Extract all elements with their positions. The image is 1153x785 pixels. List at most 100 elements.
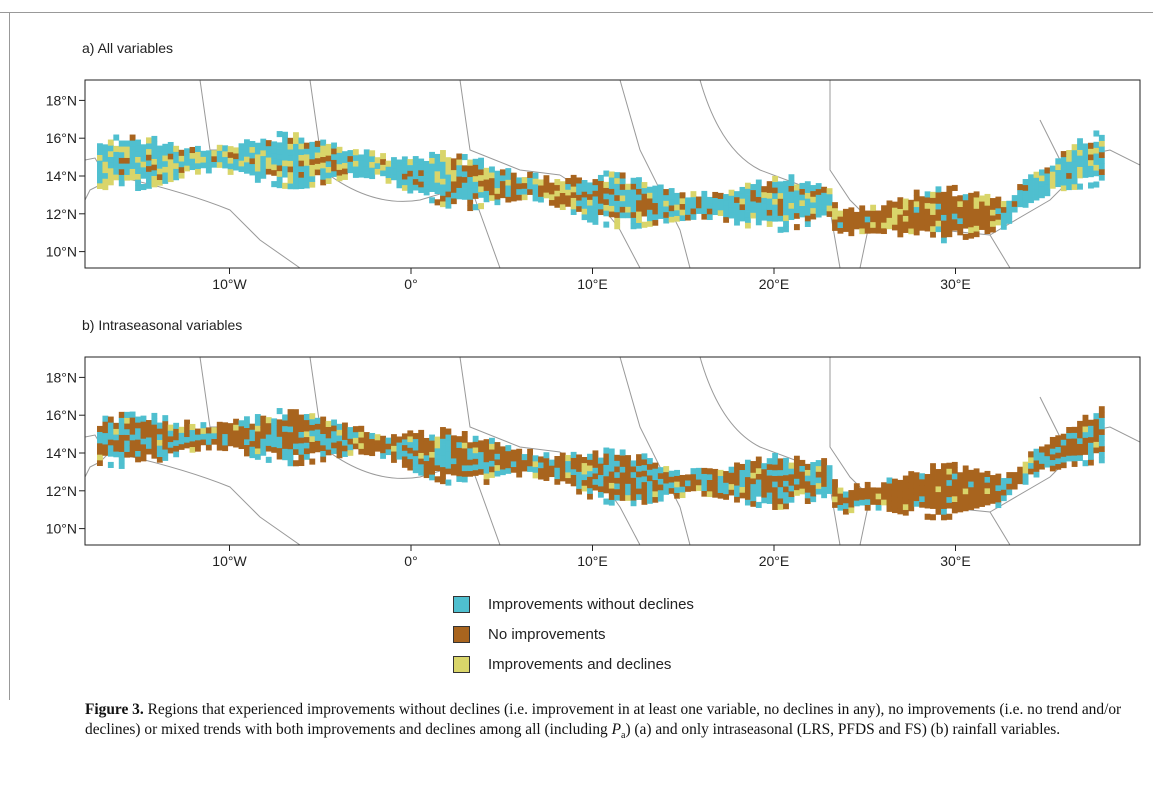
- map-cell: [603, 204, 610, 211]
- map-cell: [652, 185, 659, 192]
- map-cell: [614, 460, 621, 467]
- map-cell: [995, 484, 1002, 492]
- map-cell: [804, 463, 811, 470]
- map-cell: [129, 145, 136, 152]
- map-cell: [641, 187, 648, 194]
- map-cell: [271, 435, 278, 442]
- map-cell: [380, 170, 386, 177]
- map-cell: [260, 138, 267, 145]
- map-cell: [1071, 144, 1078, 151]
- map-cell: [940, 463, 947, 470]
- map-cell: [423, 172, 430, 179]
- map-cell: [429, 174, 435, 181]
- map-cell: [233, 158, 239, 165]
- map-cell: [619, 455, 626, 462]
- map-cell: [935, 497, 942, 504]
- map-cell: [734, 496, 740, 503]
- map-cell: [124, 423, 131, 430]
- map-cell: [97, 431, 103, 438]
- map-cell: [630, 471, 637, 478]
- map-cell: [216, 421, 223, 428]
- map-cell: [489, 449, 495, 456]
- map-cell: [744, 488, 751, 495]
- map-cell: [608, 199, 615, 206]
- map-cell: [287, 409, 294, 416]
- map-cell: [369, 161, 376, 168]
- map-cell: [391, 434, 397, 441]
- map-cell: [265, 439, 272, 446]
- map-cell: [674, 209, 681, 216]
- map-cell: [189, 440, 196, 448]
- map-cell: [723, 194, 730, 201]
- map-cell: [875, 493, 882, 500]
- map-cell: [559, 186, 566, 193]
- map-cell: [298, 454, 305, 461]
- map-cell: [325, 155, 332, 162]
- map-cell: [935, 197, 942, 204]
- map-cell: [494, 470, 501, 477]
- map-cell: [489, 454, 495, 461]
- map-cell: [842, 502, 849, 509]
- map-cell: [489, 437, 495, 444]
- map-cell: [919, 201, 926, 209]
- map-cell: [505, 185, 512, 192]
- map-cell: [581, 457, 588, 464]
- map-cell: [1093, 170, 1100, 177]
- map-cell: [440, 161, 446, 168]
- map-cell: [924, 197, 931, 204]
- map-cell: [973, 479, 980, 486]
- map-cell: [418, 429, 425, 436]
- map-cell: [962, 482, 969, 489]
- map-cell: [657, 484, 664, 491]
- map-cell: [233, 430, 239, 437]
- map-cell: [450, 198, 457, 205]
- map-cell: [946, 513, 953, 520]
- map-cell: [1055, 158, 1062, 165]
- map-cell: [254, 142, 261, 149]
- map-cell: [303, 436, 310, 443]
- map-cell: [97, 171, 103, 178]
- map-cell: [935, 480, 942, 487]
- map-cell: [891, 478, 898, 485]
- map-cell: [783, 486, 789, 493]
- map-cell: [456, 176, 463, 183]
- map-cell: [663, 483, 670, 490]
- map-cell: [663, 189, 670, 196]
- map-cell: [772, 215, 779, 222]
- map-cell: [1017, 189, 1024, 196]
- map-cell: [282, 131, 288, 138]
- map-cell: [298, 165, 305, 173]
- map-cell: [461, 459, 468, 466]
- map-cell: [320, 427, 327, 435]
- map-cell: [723, 482, 730, 489]
- map-cell: [646, 480, 653, 487]
- map-cell: [478, 457, 484, 464]
- map-cell: [1093, 164, 1100, 171]
- map-cell: [826, 476, 833, 483]
- map-cell: [303, 419, 310, 426]
- map-cell: [597, 480, 604, 487]
- map-cell: [679, 209, 686, 216]
- map-cell: [1087, 171, 1094, 178]
- map-cell: [293, 149, 299, 156]
- map-cell: [668, 193, 675, 200]
- map-cell: [777, 492, 784, 499]
- map-cell: [195, 168, 201, 175]
- map-cell: [543, 175, 550, 182]
- map-cell: [766, 480, 773, 487]
- map-cell: [837, 504, 844, 511]
- map-cell: [625, 206, 632, 213]
- map-cell: [293, 437, 299, 444]
- map-cell: [429, 168, 435, 175]
- map-cell: [815, 471, 822, 478]
- map-cell: [576, 477, 583, 484]
- map-cell: [1077, 443, 1083, 450]
- map-cell: [358, 165, 365, 172]
- map-cell: [1055, 175, 1062, 182]
- map-cell: [788, 179, 795, 186]
- map-cell: [352, 154, 359, 161]
- map-cell: [989, 198, 996, 205]
- map-cell: [897, 491, 904, 498]
- map-cell: [461, 193, 468, 200]
- map-cell: [195, 145, 201, 152]
